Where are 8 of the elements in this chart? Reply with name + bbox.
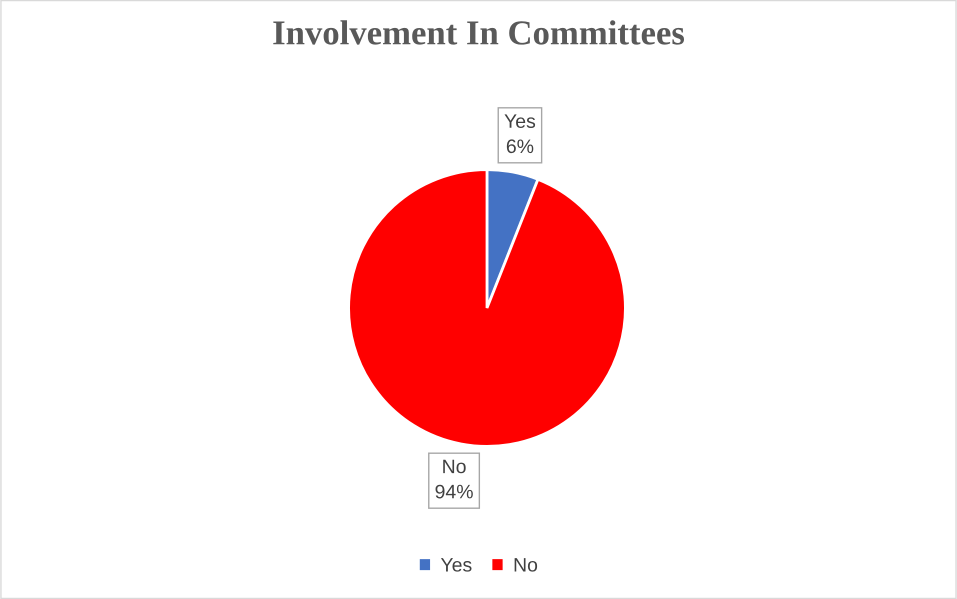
legend-label: Yes	[440, 558, 472, 572]
slice-label: No	[443, 460, 466, 474]
chart-title: Involvement In Committees	[273, 20, 684, 45]
slice-label: Yes	[504, 114, 536, 128]
data-label: 94%	[436, 484, 473, 498]
pie-slice	[347, 168, 627, 448]
data-label: 6%	[506, 139, 534, 154]
legend-label: No	[514, 558, 538, 572]
